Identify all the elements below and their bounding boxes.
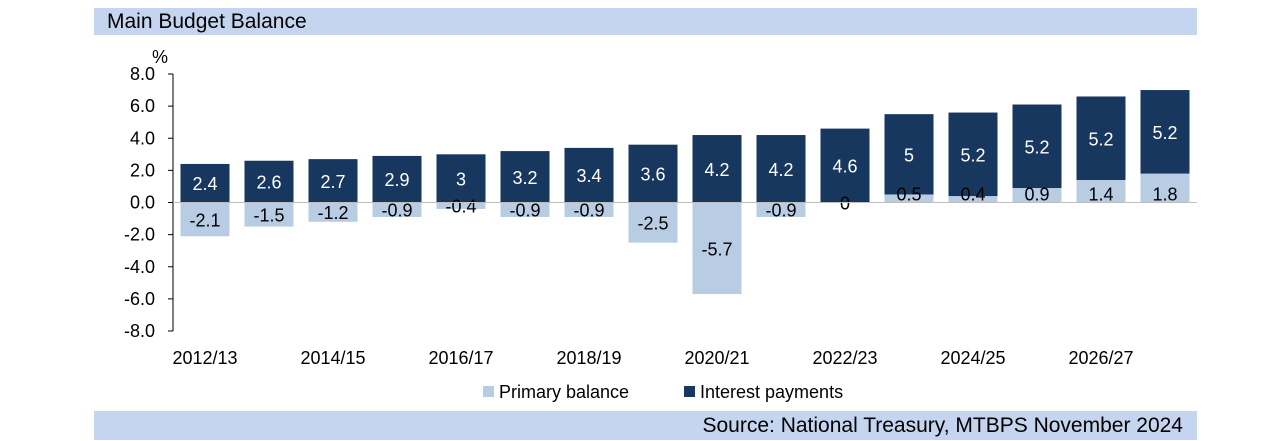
primary-balance-label: -5.7 [701,239,732,259]
x-tick-label: 2012/13 [172,348,237,368]
interest-payments-bar [692,135,742,203]
y-tick-label: -6.0 [124,289,155,309]
y-tick-label: -2.0 [124,225,155,245]
y-tick-label: -8.0 [124,321,155,341]
interest-payments-bar [244,160,294,203]
interest-payments-bar [628,144,678,203]
primary-balance-label: -2.5 [637,214,668,234]
interest-payments-label: 3.2 [512,168,537,188]
primary-balance-bar [628,202,678,243]
primary-balance-bar [884,194,934,203]
primary-balance-label: -0.9 [765,201,796,221]
chart-title: Main Budget Balance [107,10,307,33]
primary-balance-label: 1.4 [1088,185,1113,205]
interest-payments-bar [1012,104,1062,189]
primary-balance-bar [564,202,614,217]
y-tick-label: 4.0 [130,128,155,148]
x-tick-label: 2018/19 [556,348,621,368]
y-tick-label: 0.0 [130,193,155,213]
primary-balance-bar [1076,180,1126,203]
interest-payments-label: 5.2 [960,145,985,165]
interest-payments-bar [820,128,870,203]
y-tick-label: -4.0 [124,257,155,277]
interest-payments-label: 5.2 [1088,129,1113,149]
interest-payments-label: 2.7 [320,172,345,192]
interest-payments-bar [436,154,486,203]
interest-payments-bar [500,151,550,203]
legend-interest-payments-label: Interest payments [700,382,843,402]
primary-balance-bar [436,202,486,209]
primary-balance-label: -1.2 [317,203,348,223]
primary-balance-label: -0.4 [445,197,476,217]
primary-balance-bar [372,202,422,217]
primary-balance-label: 0.5 [896,185,921,205]
interest-payments-bar [1076,96,1126,181]
interest-payments-bar [1140,90,1190,174]
interest-payments-label: 3.6 [640,165,665,185]
primary-balance-bar [244,202,294,227]
primary-balance-label: 0 [840,194,850,214]
interest-payments-bar [308,159,358,203]
x-tick-label: 2024/25 [940,348,1005,368]
interest-payments-bar [884,114,934,195]
primary-balance-label: 0.4 [960,185,985,205]
interest-payments-label: 4.2 [768,160,793,180]
interest-payments-label: 4.6 [832,157,857,177]
y-tick-label: 8.0 [130,64,155,84]
primary-balance-bar [692,202,742,295]
x-tick-label: 2026/27 [1068,348,1133,368]
primary-balance-label: -1.5 [253,206,284,226]
primary-balance-label: -0.9 [509,201,540,221]
x-tick-label: 2022/23 [812,348,877,368]
title-bar: Main Budget Balance [94,8,1197,35]
interest-payments-label: 5 [904,145,914,165]
y-axis-unit: % [152,47,168,67]
interest-payments-label: 2.4 [192,174,217,194]
interest-payments-label: 2.6 [256,173,281,193]
interest-payments-label: 3.4 [576,166,601,186]
x-tick-label: 2016/17 [428,348,493,368]
interest-payments-label: 2.9 [384,170,409,190]
primary-balance-bar [756,202,806,217]
y-tick-label: 6.0 [130,96,155,116]
primary-balance-bar [948,196,998,203]
source-note: Source: National Treasury, MTBPS Novembe… [702,414,1184,437]
primary-balance-label: 1.8 [1152,185,1177,205]
interest-payments-bar [948,112,998,197]
legend-primary-balance-swatch [483,386,494,397]
primary-balance-bar [500,202,550,217]
primary-balance-label: -2.1 [189,210,220,230]
primary-balance-label: -0.9 [573,201,604,221]
primary-balance-bar [1140,173,1190,203]
legend-primary-balance-label: Primary balance [499,382,629,402]
interest-payments-label: 4.2 [704,160,729,180]
source-bar: Source: National Treasury, MTBPS Novembe… [94,411,1197,440]
interest-payments-label: 3 [456,169,466,189]
interest-payments-label: 5.2 [1024,137,1049,157]
legend-interest-payments-swatch [684,386,695,397]
interest-payments-bar [372,155,422,203]
interest-payments-label: 5.2 [1152,123,1177,143]
primary-balance-bar [180,202,230,237]
primary-balance-bar [1012,188,1062,203]
interest-payments-bar [564,147,614,203]
interest-payments-bar [756,135,806,203]
x-tick-label: 2014/15 [300,348,365,368]
primary-balance-bar [308,202,358,222]
x-tick-label: 2020/21 [684,348,749,368]
interest-payments-bar [180,163,230,203]
y-tick-label: 2.0 [130,160,155,180]
primary-balance-label: -0.9 [381,201,412,221]
primary-balance-label: 0.9 [1024,185,1049,205]
